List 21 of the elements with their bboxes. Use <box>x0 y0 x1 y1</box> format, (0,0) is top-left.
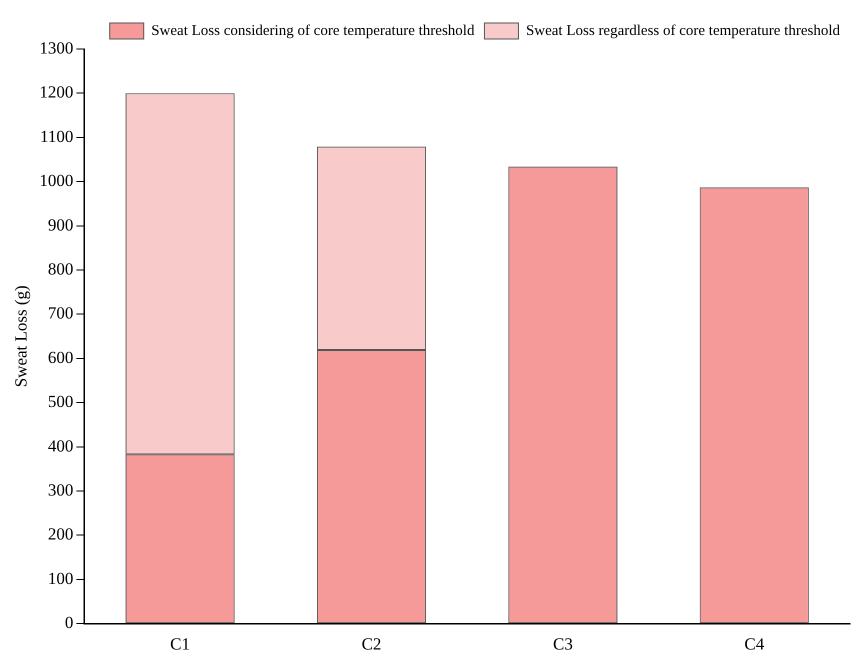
y-tick-label: 300 <box>48 480 74 500</box>
y-tick-label: 0 <box>64 613 74 632</box>
y-tick-label: 1300 <box>39 38 74 58</box>
y-tick-label: 1100 <box>40 126 74 146</box>
y-tick-label: 200 <box>48 524 74 544</box>
y-tick-label: 400 <box>48 436 74 456</box>
legend-label: Sweat Loss considering of core temperature threshold <box>151 22 475 39</box>
x-tick-label: C1 <box>170 634 190 654</box>
x-tick-label: C2 <box>362 634 382 654</box>
x-tick-label: C3 <box>552 634 573 654</box>
y-tick-label: 700 <box>48 304 74 323</box>
y-axis-title: Sweat Loss (g) <box>12 285 31 388</box>
y-tick-label: 900 <box>48 215 74 234</box>
y-tick-label: 500 <box>48 392 74 412</box>
x-tick-label: C4 <box>744 634 765 654</box>
y-tick-label: 600 <box>48 348 74 367</box>
y-tick-label: 800 <box>48 259 74 278</box>
legend-label: Sweat Loss regardless of core temperature threshold <box>526 22 840 39</box>
y-tick-label: 1000 <box>39 171 74 190</box>
y-tick-label: 1200 <box>39 82 74 102</box>
y-tick-label: 100 <box>48 568 74 588</box>
